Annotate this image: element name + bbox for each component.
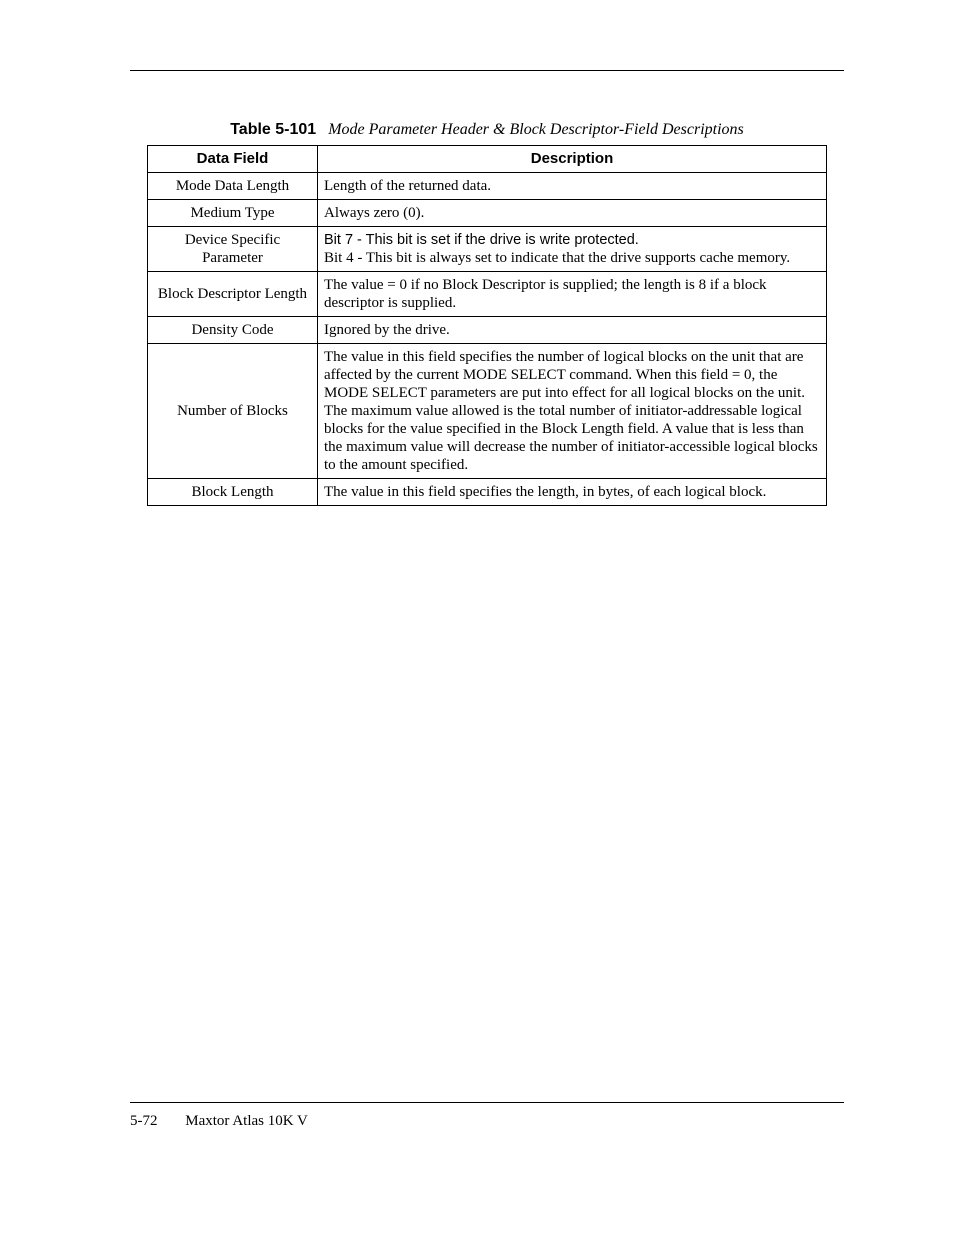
cell-desc: The value in this field specifies the nu… — [318, 344, 827, 479]
footer-rule — [130, 1102, 844, 1103]
table-row: Device Specific Parameter Bit 7 - This b… — [148, 227, 827, 272]
cell-field: Block Length — [148, 479, 318, 506]
table-row: Density Code Ignored by the drive. — [148, 317, 827, 344]
footer-text: 5-72 Maxtor Atlas 10K V — [130, 1113, 844, 1130]
cell-desc: Length of the returned data. — [318, 173, 827, 200]
table-row: Block Length The value in this field spe… — [148, 479, 827, 506]
cell-field: Density Code — [148, 317, 318, 344]
cell-field: Medium Type — [148, 200, 318, 227]
col-header-field: Data Field — [148, 146, 318, 173]
table-row: Mode Data Length Length of the returned … — [148, 173, 827, 200]
cell-desc: The value in this field specifies the le… — [318, 479, 827, 506]
table-caption: Table 5-101 Mode Parameter Header & Bloc… — [130, 121, 844, 139]
table-row: Number of Blocks The value in this field… — [148, 344, 827, 479]
cell-desc: Always zero (0). — [318, 200, 827, 227]
descriptor-table: Data Field Description Mode Data Length … — [147, 145, 827, 506]
cell-field: Block Descriptor Length — [148, 272, 318, 317]
cell-field: Device Specific Parameter — [148, 227, 318, 272]
table-header-row: Data Field Description — [148, 146, 827, 173]
page-number: 5-72 — [130, 1113, 158, 1130]
table-title: Mode Parameter Header & Block Descriptor… — [328, 121, 744, 138]
desc-line-sans: Bit 7 - This bit is set if the drive is … — [324, 232, 639, 248]
page-footer: 5-72 Maxtor Atlas 10K V — [130, 1102, 844, 1130]
cell-field: Number of Blocks — [148, 344, 318, 479]
table-row: Block Descriptor Length The value = 0 if… — [148, 272, 827, 317]
cell-field: Mode Data Length — [148, 173, 318, 200]
cell-desc: Bit 7 - This bit is set if the drive is … — [318, 227, 827, 272]
table-row: Medium Type Always zero (0). — [148, 200, 827, 227]
desc-line-serif: Bit 4 - This bit is always set to indica… — [324, 250, 790, 266]
cell-desc: Ignored by the drive. — [318, 317, 827, 344]
top-rule — [130, 70, 844, 71]
cell-desc: The value = 0 if no Block Descriptor is … — [318, 272, 827, 317]
col-header-desc: Description — [318, 146, 827, 173]
page: Table 5-101 Mode Parameter Header & Bloc… — [0, 0, 954, 1235]
doc-title: Maxtor Atlas 10K V — [185, 1113, 308, 1129]
table-label: Table 5-101 — [230, 121, 316, 138]
